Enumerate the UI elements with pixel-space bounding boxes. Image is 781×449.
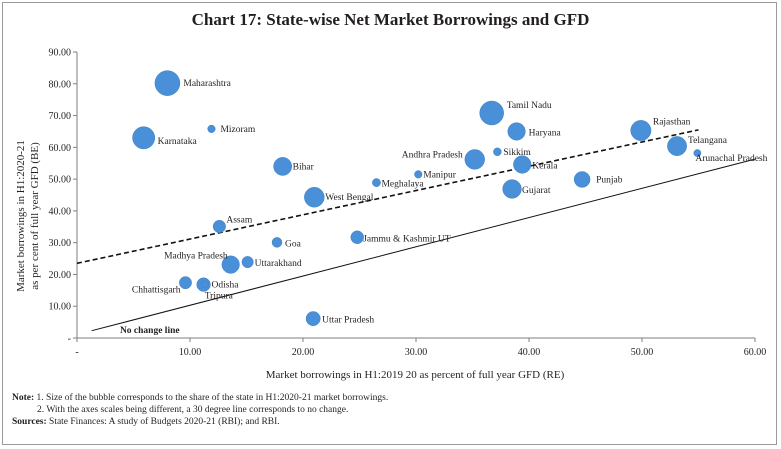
bubble-goa (271, 237, 283, 248)
bubble-label-tripura: Tripura (205, 291, 234, 301)
bubble-label-mizoram: Mizoram (220, 125, 255, 135)
bubble-andhra-pradesh (464, 149, 485, 170)
y-tick-label: - (68, 334, 71, 345)
y-axis-label-line1: Market borrowings in H1:2020-21 (15, 140, 27, 292)
bubble-label-andhra-pradesh: Andhra Pradesh (402, 150, 463, 160)
note-line-2: 2. With the axes scales being different,… (12, 404, 772, 416)
bubble-west-bengal (304, 187, 325, 208)
x-tick-label: 40.00 (518, 347, 541, 358)
y-tick-label: 20.00 (49, 270, 72, 281)
bubble-label-punjab: Punjab (596, 175, 623, 185)
bubble-label-meghalaya: Meghalaya (381, 180, 424, 190)
bubble-label-goa: Goa (285, 239, 302, 249)
x-tick-label: 50.00 (631, 347, 654, 358)
bubble-chart: Market borrowings in H1:2020-21 as per c… (15, 48, 768, 382)
bubble-gujarat (502, 179, 522, 199)
x-tick-label: 10.00 (179, 347, 202, 358)
bubble-telangana (667, 136, 687, 156)
y-axis-label-line2: as per cent of full year GFD (BE) (29, 142, 41, 290)
bubble-label-uttarakhand: Uttarakhand (255, 259, 302, 269)
bubble-label-sikkim: Sikkim (503, 148, 531, 158)
bubble-label-manipur: Manipur (423, 170, 457, 180)
no-change-line-label: No change line (120, 326, 180, 336)
bubble-label-maharashtra: Maharashtra (183, 79, 231, 89)
note-2: 2. With the axes scales being different,… (37, 405, 349, 415)
bubble-rajasthan (630, 120, 652, 141)
bubble-label-chhattisgarh: Chhattisgarh (132, 286, 181, 296)
x-tick-label: 30.00 (405, 347, 428, 358)
bubble-mizoram (207, 124, 216, 133)
y-tick-label: 10.00 (49, 302, 72, 313)
bubble-sikkim (493, 147, 502, 156)
x-tick-label: 20.00 (292, 347, 315, 358)
chart-frame (2, 2, 777, 445)
bubble-label-rajasthan: Rajasthan (653, 117, 691, 127)
bubble-label-west-bengal: West Bengal (325, 193, 373, 203)
bubble-label-uttar-pradesh: Uttar Pradesh (322, 316, 374, 326)
note-1: 1. Size of the bubble corresponds to the… (36, 393, 389, 403)
notes-block: Note: 1. Size of the bubble corresponds … (12, 392, 772, 428)
bubble-label-madhya-pradesh: Madhya Pradesh (164, 252, 228, 262)
chart-title: Chart 17: State-wise Net Market Borrowin… (191, 10, 590, 29)
y-tick-label: 30.00 (49, 238, 72, 249)
bubble-label-arunachal-pradesh: Arunachal Pradesh (695, 154, 767, 164)
bubble-jammu-kashmir-ut (350, 230, 364, 244)
bubble-label-jammu-kashmir-ut: Jammu & Kashmir UT (363, 234, 451, 244)
bubble-punjab (573, 171, 591, 188)
bubble-label-telangana: Telangana (688, 136, 728, 146)
bubble-label-odisha: Odisha (212, 281, 240, 291)
x-axis-label: Market borrowings in H1:2019 20 as perce… (266, 369, 565, 381)
bubble-tripura (200, 280, 209, 289)
bubble-label-haryana: Haryana (529, 128, 562, 138)
x-tick-label: 60.00 (744, 347, 767, 358)
bubble-kerala (513, 155, 532, 174)
bubble-meghalaya (372, 178, 381, 187)
bubble-manipur (414, 170, 423, 179)
bubble-label-assam: Assam (226, 215, 252, 225)
y-tick-label: 60.00 (49, 143, 72, 154)
bubble-karnataka (132, 126, 156, 150)
no-change-line (91, 158, 756, 332)
bubble-bihar (273, 157, 292, 176)
bubble-maharashtra (154, 70, 181, 96)
sources-label: Sources: (12, 417, 47, 427)
bubble-assam (212, 219, 226, 233)
note-line-1: Note: 1. Size of the bubble corresponds … (12, 392, 772, 404)
trend-line-dashed (76, 129, 699, 265)
bubble-label-tamil-nadu: Tamil Nadu (507, 101, 552, 111)
sources-text: State Finances: A study of Budgets 2020-… (49, 417, 280, 427)
x-tick-label: - (75, 347, 78, 358)
bubble-label-bihar: Bihar (293, 162, 315, 172)
y-tick-label: 50.00 (49, 175, 72, 186)
y-tick-label: 80.00 (49, 79, 72, 90)
note-label: Note: (12, 393, 35, 403)
bubble-label-kerala: Kerala (532, 161, 558, 171)
y-tick-label: 70.00 (49, 111, 72, 122)
bubble-haryana (507, 122, 526, 141)
bubble-uttar-pradesh (305, 311, 321, 326)
bubble-tamil-nadu (479, 100, 504, 126)
y-tick-label: 40.00 (49, 206, 72, 217)
sources-line: Sources: State Finances: A study of Budg… (12, 416, 772, 428)
bubble-chhattisgarh (179, 276, 192, 290)
y-tick-label: 90.00 (49, 48, 72, 59)
bubble-arunachal-pradesh (693, 149, 702, 157)
bubble-madhya-pradesh (221, 255, 240, 274)
bubble-uttarakhand (241, 256, 254, 269)
bubble-label-gujarat: Gujarat (522, 186, 551, 196)
bubble-label-karnataka: Karnataka (158, 137, 198, 147)
